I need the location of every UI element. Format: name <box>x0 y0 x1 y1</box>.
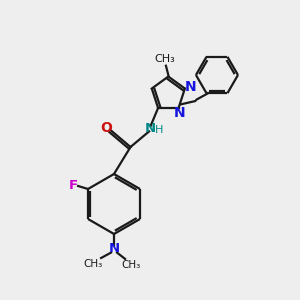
Text: N: N <box>184 80 196 94</box>
Text: N: N <box>174 106 186 120</box>
Text: O: O <box>100 121 112 135</box>
Text: F: F <box>69 178 78 192</box>
Text: H: H <box>155 125 164 135</box>
Text: CH₃: CH₃ <box>122 260 141 270</box>
Text: CH₃: CH₃ <box>154 53 175 64</box>
Text: N: N <box>144 122 156 135</box>
Text: N: N <box>108 242 120 256</box>
Text: CH₃: CH₃ <box>83 259 103 269</box>
